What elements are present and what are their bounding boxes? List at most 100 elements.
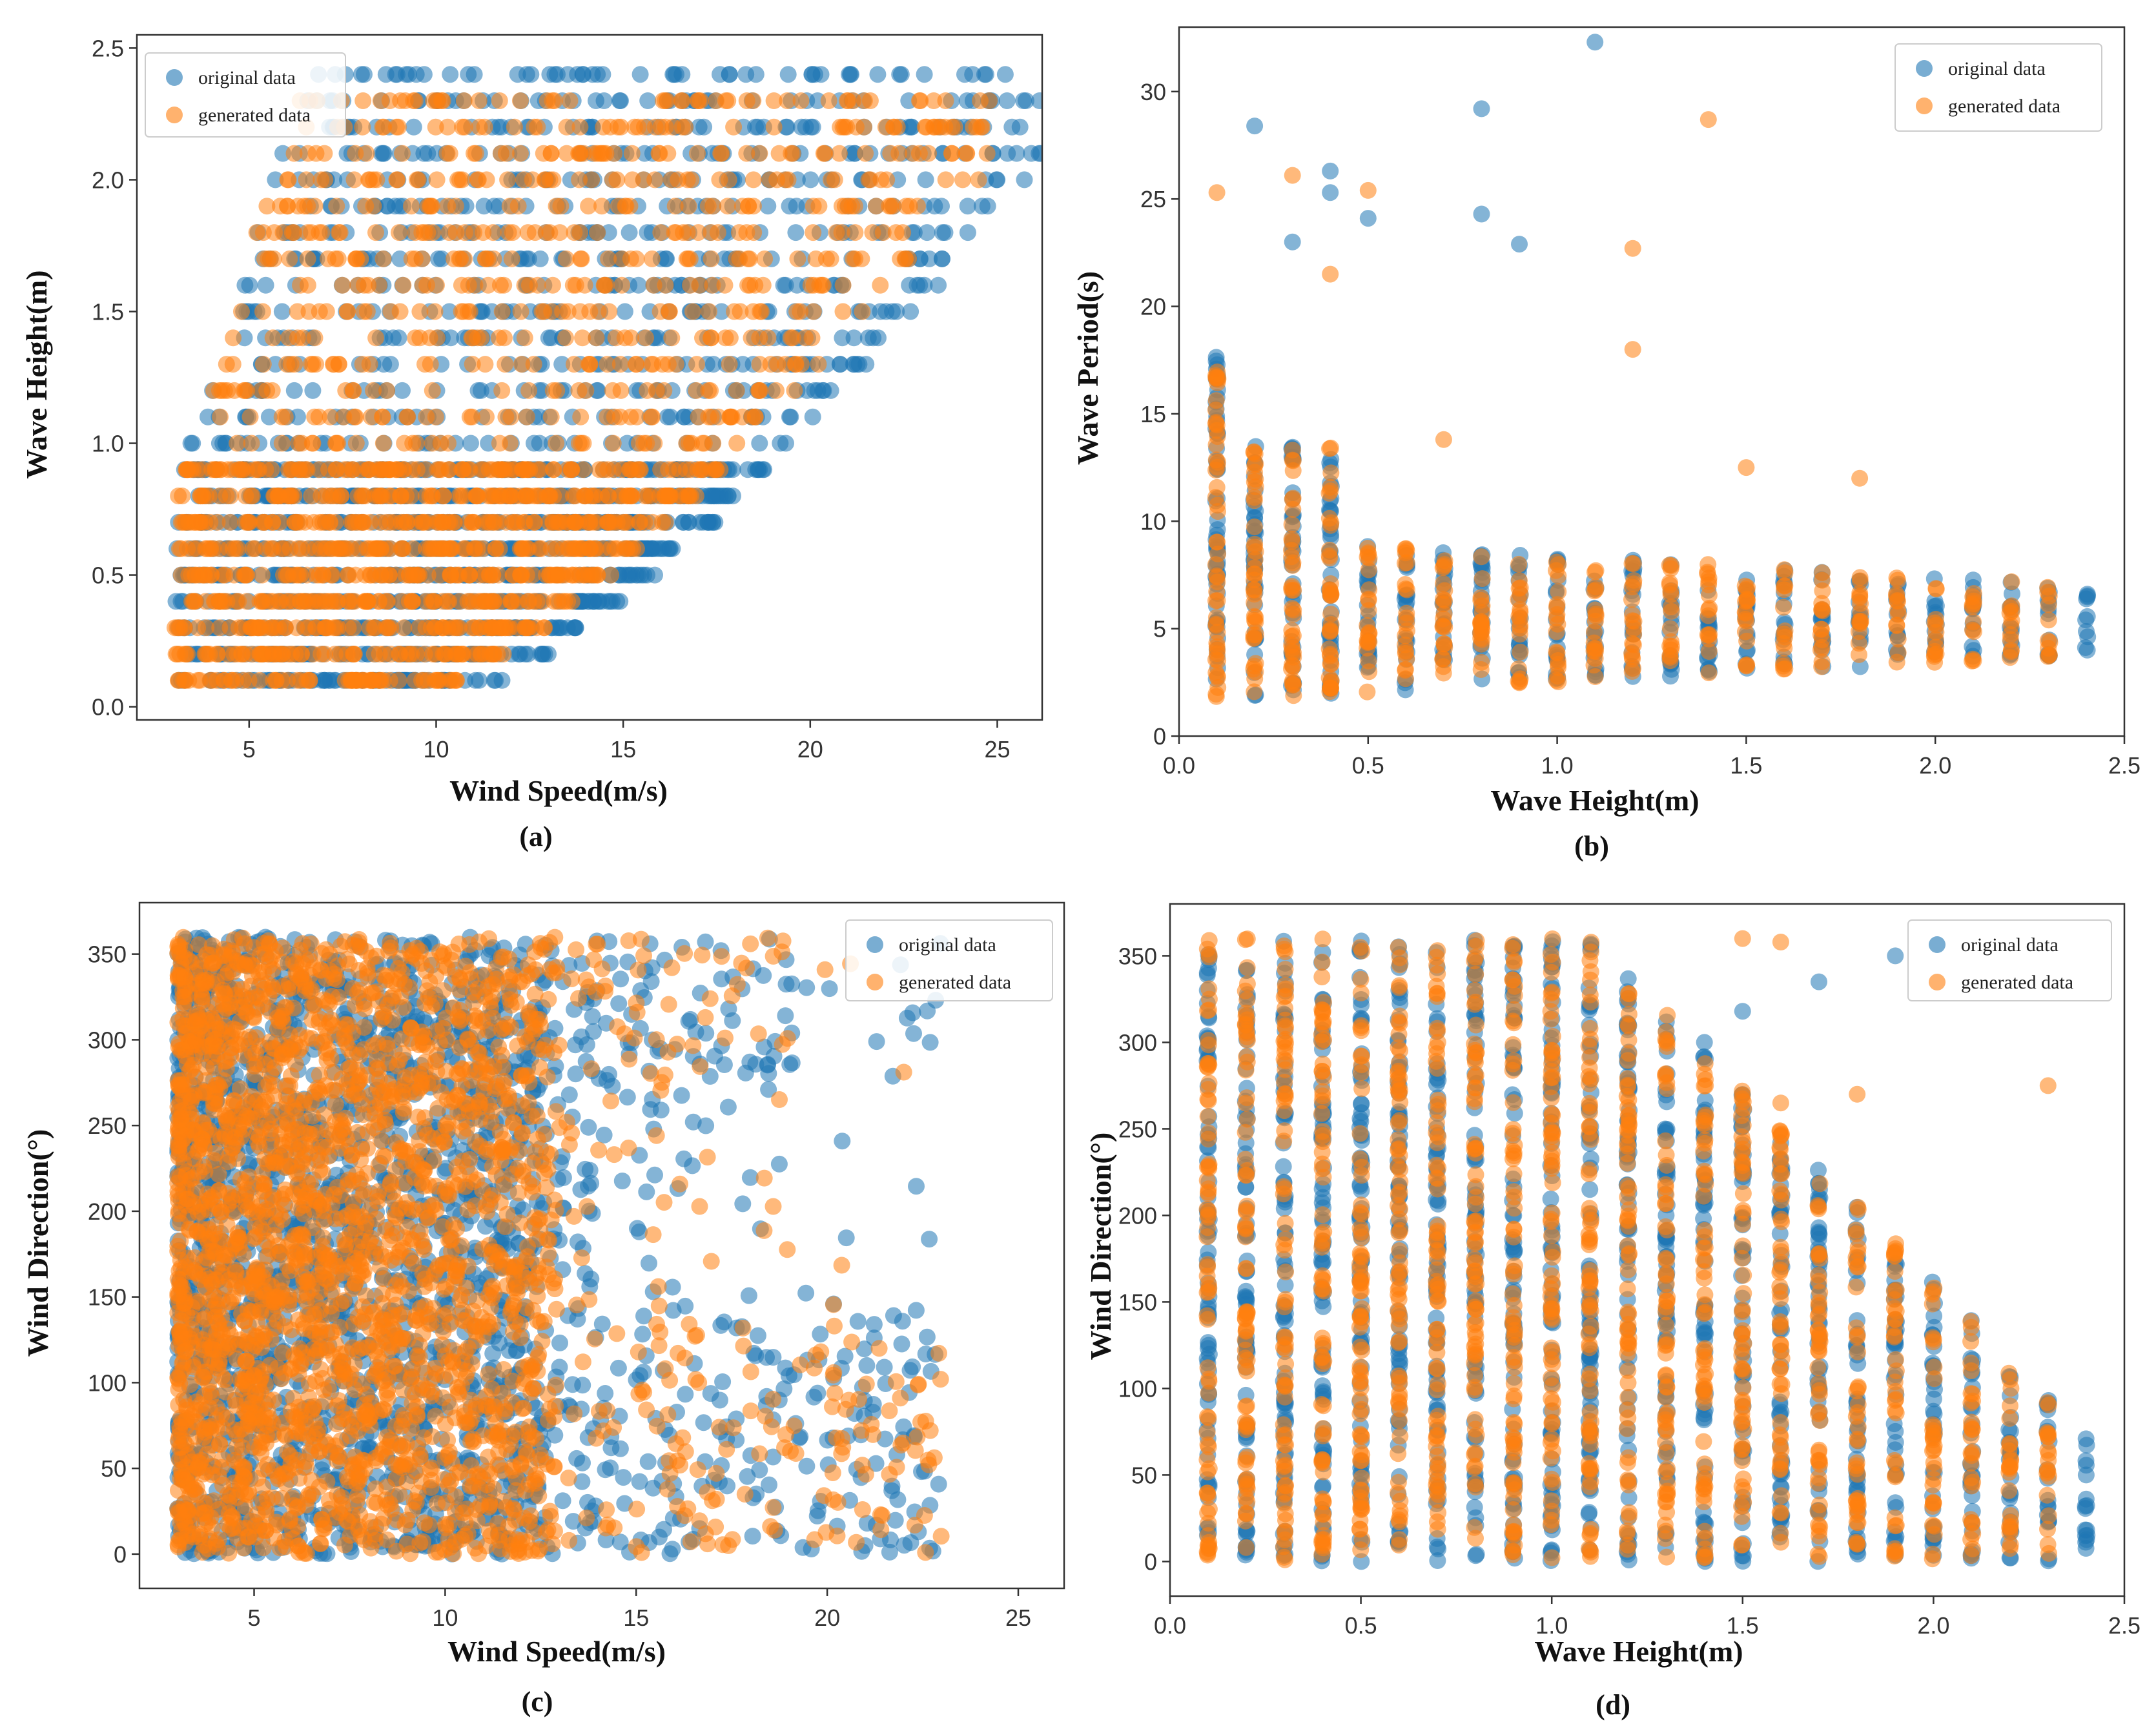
generated-point bbox=[367, 224, 384, 241]
generated-point bbox=[779, 92, 796, 109]
generated-point bbox=[475, 224, 492, 241]
generated-point bbox=[770, 145, 788, 162]
generated-point bbox=[345, 171, 363, 189]
generated-point bbox=[600, 250, 617, 267]
generated-point bbox=[1623, 591, 1640, 608]
generated-point bbox=[299, 276, 316, 294]
original-point bbox=[2078, 590, 2095, 608]
original-point bbox=[680, 513, 697, 531]
generated-point bbox=[643, 250, 661, 267]
generated-point bbox=[496, 329, 513, 347]
original-point bbox=[611, 92, 628, 109]
generated-point bbox=[354, 356, 371, 373]
generated-point bbox=[491, 435, 508, 452]
generated-point bbox=[593, 145, 610, 162]
generated-point bbox=[411, 303, 429, 320]
generated-point bbox=[978, 145, 996, 162]
generated-point bbox=[704, 276, 721, 294]
generated-point bbox=[166, 619, 183, 637]
generated-point bbox=[378, 513, 395, 531]
generated-point bbox=[719, 92, 737, 109]
generated-point bbox=[580, 198, 597, 215]
original-point bbox=[849, 1313, 867, 1330]
generated-point bbox=[360, 540, 378, 557]
original-point bbox=[843, 66, 859, 83]
generated-point bbox=[594, 540, 611, 557]
generated-point bbox=[588, 329, 605, 347]
original-point bbox=[405, 118, 422, 136]
generated-point bbox=[424, 435, 441, 452]
generated-point bbox=[1585, 634, 1603, 651]
generated-point bbox=[845, 92, 862, 109]
original-point bbox=[546, 66, 564, 83]
generated-point bbox=[690, 92, 707, 109]
generated-point bbox=[394, 145, 411, 162]
generated-point bbox=[628, 356, 645, 373]
generated-point bbox=[1473, 597, 1491, 615]
generated-point bbox=[1510, 555, 1528, 573]
generated-point bbox=[2040, 596, 2057, 613]
original-point bbox=[977, 66, 994, 83]
original-point bbox=[834, 1133, 851, 1150]
generated-point bbox=[1776, 660, 1794, 677]
generated-point bbox=[453, 276, 470, 294]
generated-point bbox=[499, 171, 517, 189]
generated-point bbox=[1738, 459, 1755, 477]
generated-point bbox=[1285, 601, 1302, 619]
generated-point bbox=[262, 250, 279, 267]
generated-point bbox=[700, 408, 717, 426]
generated-point bbox=[574, 329, 591, 347]
generated-point bbox=[1661, 557, 1678, 574]
generated-point bbox=[545, 461, 562, 478]
generated-point bbox=[657, 276, 674, 294]
generated-point bbox=[805, 224, 822, 241]
generated-point bbox=[296, 619, 314, 637]
generated-point bbox=[530, 540, 548, 557]
generated-point bbox=[352, 250, 369, 267]
generated-point bbox=[339, 461, 356, 478]
original-point bbox=[858, 1357, 876, 1374]
generated-point bbox=[273, 408, 291, 426]
generated-point bbox=[413, 250, 431, 267]
original-point bbox=[869, 66, 887, 83]
generated-point bbox=[438, 593, 456, 610]
generated-point bbox=[1550, 583, 1567, 600]
generated-point bbox=[456, 118, 473, 136]
generated-point bbox=[1284, 442, 1301, 459]
generated-point bbox=[467, 487, 485, 505]
generated-point bbox=[497, 356, 514, 373]
generated-point bbox=[1813, 639, 1831, 656]
generated-point bbox=[263, 461, 280, 478]
original-point bbox=[889, 1491, 907, 1508]
generated-point bbox=[1283, 656, 1300, 673]
original-point bbox=[804, 118, 821, 136]
generated-point bbox=[542, 540, 560, 557]
generated-point bbox=[493, 303, 511, 320]
generated-point bbox=[196, 566, 213, 584]
generated-point bbox=[382, 487, 400, 505]
generated-point bbox=[537, 171, 554, 189]
original-point bbox=[751, 435, 768, 452]
generated-point bbox=[338, 303, 356, 320]
original-point bbox=[1473, 205, 1490, 223]
generated-point bbox=[1209, 503, 1226, 520]
generated-point bbox=[1435, 605, 1453, 622]
generated-point bbox=[1284, 462, 1302, 479]
generated-point bbox=[709, 224, 726, 241]
generated-point bbox=[573, 250, 590, 267]
original-point bbox=[554, 1492, 571, 1510]
generated-point bbox=[1209, 652, 1227, 669]
generated-point bbox=[356, 566, 374, 584]
generated-point bbox=[599, 461, 617, 478]
generated-point bbox=[211, 487, 229, 505]
x-tick-label: 25 bbox=[984, 736, 1010, 763]
generated-point bbox=[1209, 669, 1226, 686]
generated-point bbox=[703, 250, 720, 267]
original-point bbox=[273, 303, 291, 320]
generated-point bbox=[548, 198, 565, 215]
generated-point bbox=[459, 303, 477, 320]
generated-point bbox=[1814, 582, 1831, 599]
original-point bbox=[973, 198, 991, 215]
generated-point bbox=[335, 408, 353, 426]
generated-point bbox=[557, 329, 574, 347]
